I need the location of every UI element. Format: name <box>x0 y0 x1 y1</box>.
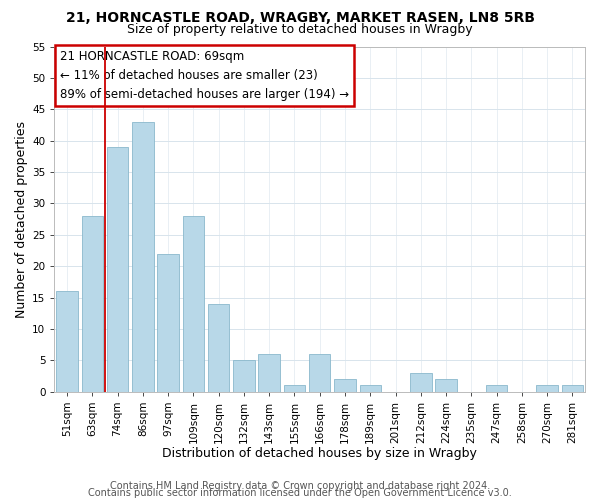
Bar <box>56 292 78 392</box>
Text: Size of property relative to detached houses in Wragby: Size of property relative to detached ho… <box>127 22 473 36</box>
Bar <box>410 373 431 392</box>
Bar <box>562 386 583 392</box>
Bar <box>436 379 457 392</box>
Bar <box>82 216 103 392</box>
Bar <box>208 304 229 392</box>
X-axis label: Distribution of detached houses by size in Wragby: Distribution of detached houses by size … <box>162 447 477 460</box>
Bar <box>334 379 356 392</box>
Bar <box>182 216 204 392</box>
Bar <box>284 386 305 392</box>
Text: Contains HM Land Registry data © Crown copyright and database right 2024.: Contains HM Land Registry data © Crown c… <box>110 481 490 491</box>
Bar <box>132 122 154 392</box>
Bar <box>233 360 254 392</box>
Text: 21, HORNCASTLE ROAD, WRAGBY, MARKET RASEN, LN8 5RB: 21, HORNCASTLE ROAD, WRAGBY, MARKET RASE… <box>65 11 535 25</box>
Y-axis label: Number of detached properties: Number of detached properties <box>15 120 28 318</box>
Bar <box>536 386 558 392</box>
Bar <box>259 354 280 392</box>
Bar <box>309 354 331 392</box>
Bar <box>157 254 179 392</box>
Bar <box>107 147 128 392</box>
Text: 21 HORNCASTLE ROAD: 69sqm
← 11% of detached houses are smaller (23)
89% of semi-: 21 HORNCASTLE ROAD: 69sqm ← 11% of detac… <box>60 50 349 101</box>
Bar <box>359 386 381 392</box>
Bar <box>486 386 508 392</box>
Text: Contains public sector information licensed under the Open Government Licence v3: Contains public sector information licen… <box>88 488 512 498</box>
